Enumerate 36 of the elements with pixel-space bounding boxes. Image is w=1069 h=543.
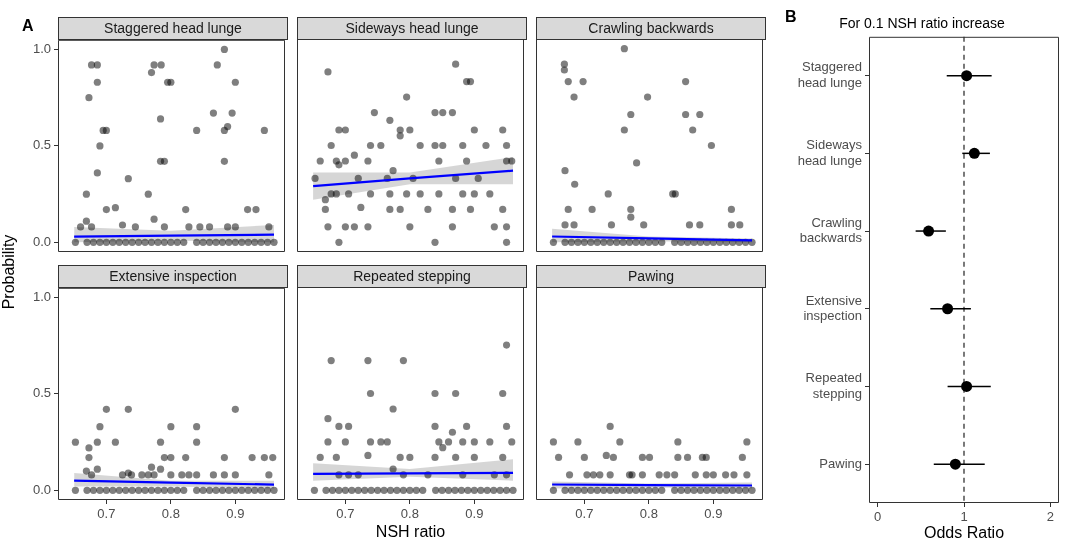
x-tick-label: 0.8 bbox=[400, 506, 419, 522]
x-tick-label: 0.7 bbox=[97, 506, 116, 522]
y-tick-label: 1.0 bbox=[32, 41, 51, 57]
chart-title: Repeated stepping bbox=[297, 265, 527, 288]
x-tick-label: 0.9 bbox=[704, 506, 723, 522]
x-tick-label: 2 bbox=[1046, 509, 1054, 525]
x-tick-label: 0.8 bbox=[639, 506, 658, 522]
chart-title: Pawing bbox=[536, 265, 766, 288]
chart-title: Extensive inspection bbox=[58, 265, 288, 288]
y-tick-label: 0.5 bbox=[32, 137, 51, 153]
y-axis-title: Probability bbox=[0, 234, 18, 310]
text: B bbox=[785, 8, 797, 26]
x-tick-label: 0.7 bbox=[575, 506, 594, 522]
y-tick-label: Staggered head lunge bbox=[797, 59, 862, 91]
y-tick-label: Crawling backwards bbox=[799, 214, 863, 246]
x-tick-label: 0.9 bbox=[226, 506, 245, 522]
x-axis-title: Odds Ratio bbox=[923, 523, 1005, 541]
chart-title: Crawling backwards bbox=[536, 17, 766, 40]
chart-title: Staggered head lunge bbox=[58, 17, 288, 40]
y-tick-label: 0.0 bbox=[32, 233, 51, 249]
chart-title: For 0.1 NSH ratio increase bbox=[839, 15, 1006, 32]
text: A bbox=[22, 17, 34, 35]
y-tick-label: Extensive inspection bbox=[803, 292, 862, 324]
x-tick-label: 1 bbox=[960, 509, 968, 525]
y-tick-label: Pawing bbox=[819, 455, 862, 471]
y-tick-label: 1.0 bbox=[32, 289, 51, 305]
y-tick-label: 0.5 bbox=[32, 385, 51, 401]
y-tick-label: Repeated stepping bbox=[805, 370, 862, 401]
x-tick-label: 0 bbox=[874, 509, 882, 525]
y-tick-label: 0.0 bbox=[32, 481, 51, 497]
chart-title: Sideways head lunge bbox=[297, 17, 527, 40]
x-tick-label: 0.7 bbox=[336, 506, 355, 522]
x-axis-title: NSH ratio bbox=[375, 522, 446, 540]
y-tick-label: Sideways head lunge bbox=[797, 137, 863, 168]
x-tick-label: 0.9 bbox=[465, 506, 484, 522]
x-tick-label: 0.8 bbox=[161, 506, 180, 522]
